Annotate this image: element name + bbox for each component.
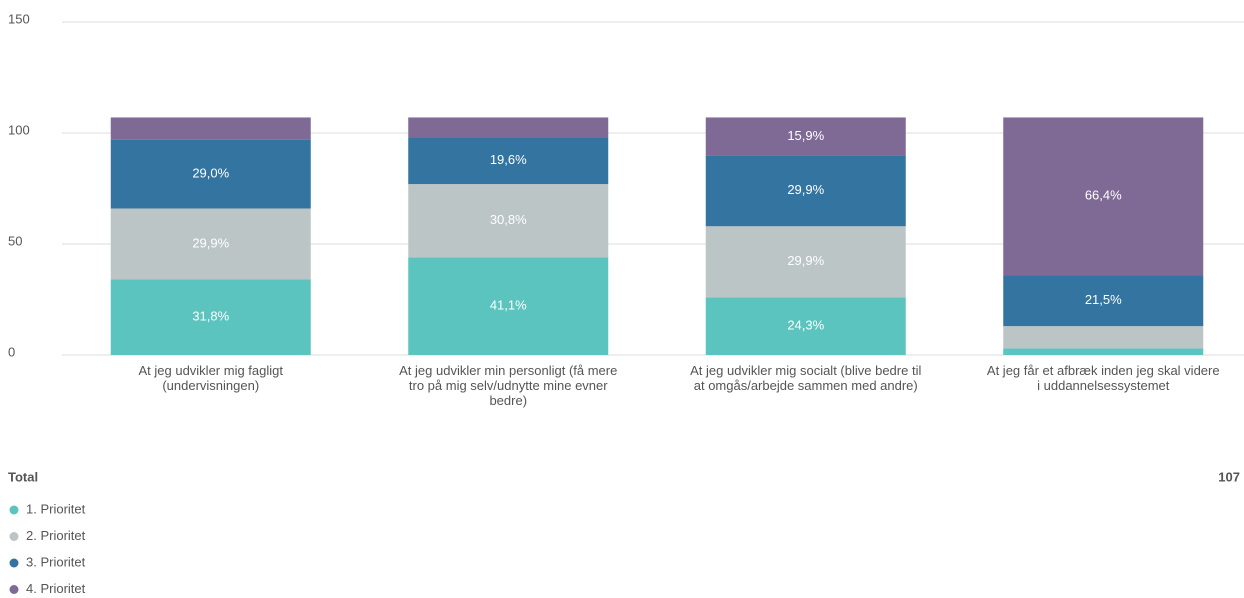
legend-marker xyxy=(9,558,19,568)
data-label: 31,8% xyxy=(192,309,229,324)
x-tick-label: At jeg udvikler min personligt (få mere … xyxy=(399,363,618,408)
total-label: Total xyxy=(8,469,38,484)
bar-segment xyxy=(705,226,906,298)
bar-segment xyxy=(705,155,906,227)
bar-segment xyxy=(705,117,906,156)
bar-segment xyxy=(408,184,609,258)
data-label: 29,0% xyxy=(192,166,229,181)
x-tick-label: At jeg får et afbræk inden jeg skal vide… xyxy=(986,363,1220,393)
data-label: 24,3% xyxy=(787,318,824,333)
data-label: 19,6% xyxy=(490,152,527,167)
data-label: 29,9% xyxy=(787,253,824,268)
data-label: 15,9% xyxy=(787,128,824,143)
x-tick-label: At jeg udvikler mig fagligt (undervisnin… xyxy=(138,363,283,393)
y-tick-label: 100 xyxy=(8,122,30,137)
data-label: 29,9% xyxy=(192,235,229,250)
y-tick-label: 0 xyxy=(8,344,15,359)
data-label: 41,1% xyxy=(490,298,527,313)
legend-marker xyxy=(9,505,19,515)
y-tick-label: 50 xyxy=(8,233,22,248)
bar-segment xyxy=(408,137,609,185)
data-label: 21,5% xyxy=(1085,292,1122,307)
bar-segment xyxy=(110,208,311,280)
y-tick-label: 150 xyxy=(8,11,30,26)
legend-marker xyxy=(9,532,19,541)
legend-label: 4. Prioritet xyxy=(26,581,86,596)
legend-marker xyxy=(9,585,19,594)
bar-segment xyxy=(705,297,906,355)
bar-segment xyxy=(1003,348,1204,355)
bar-segment xyxy=(110,279,311,355)
bar-segment xyxy=(110,117,311,140)
legend-label: 3. Prioritet xyxy=(26,554,86,569)
bar-segment xyxy=(408,117,609,138)
bar-segment xyxy=(110,139,311,209)
x-tick-label: At jeg udvikler mig socialt (blive bedre… xyxy=(690,363,922,393)
bar-segment xyxy=(408,257,609,355)
data-label: 66,4% xyxy=(1085,188,1122,203)
data-label: 30,8% xyxy=(490,212,527,227)
legend-label: 2. Prioritet xyxy=(26,528,86,543)
data-label: 29,9% xyxy=(787,182,824,197)
bar-segment xyxy=(1003,326,1204,349)
total-value: 107 xyxy=(1218,469,1240,484)
legend-label: 1. Prioritet xyxy=(26,501,86,516)
bar-segment xyxy=(1003,117,1204,276)
bar-segment xyxy=(1003,275,1204,327)
